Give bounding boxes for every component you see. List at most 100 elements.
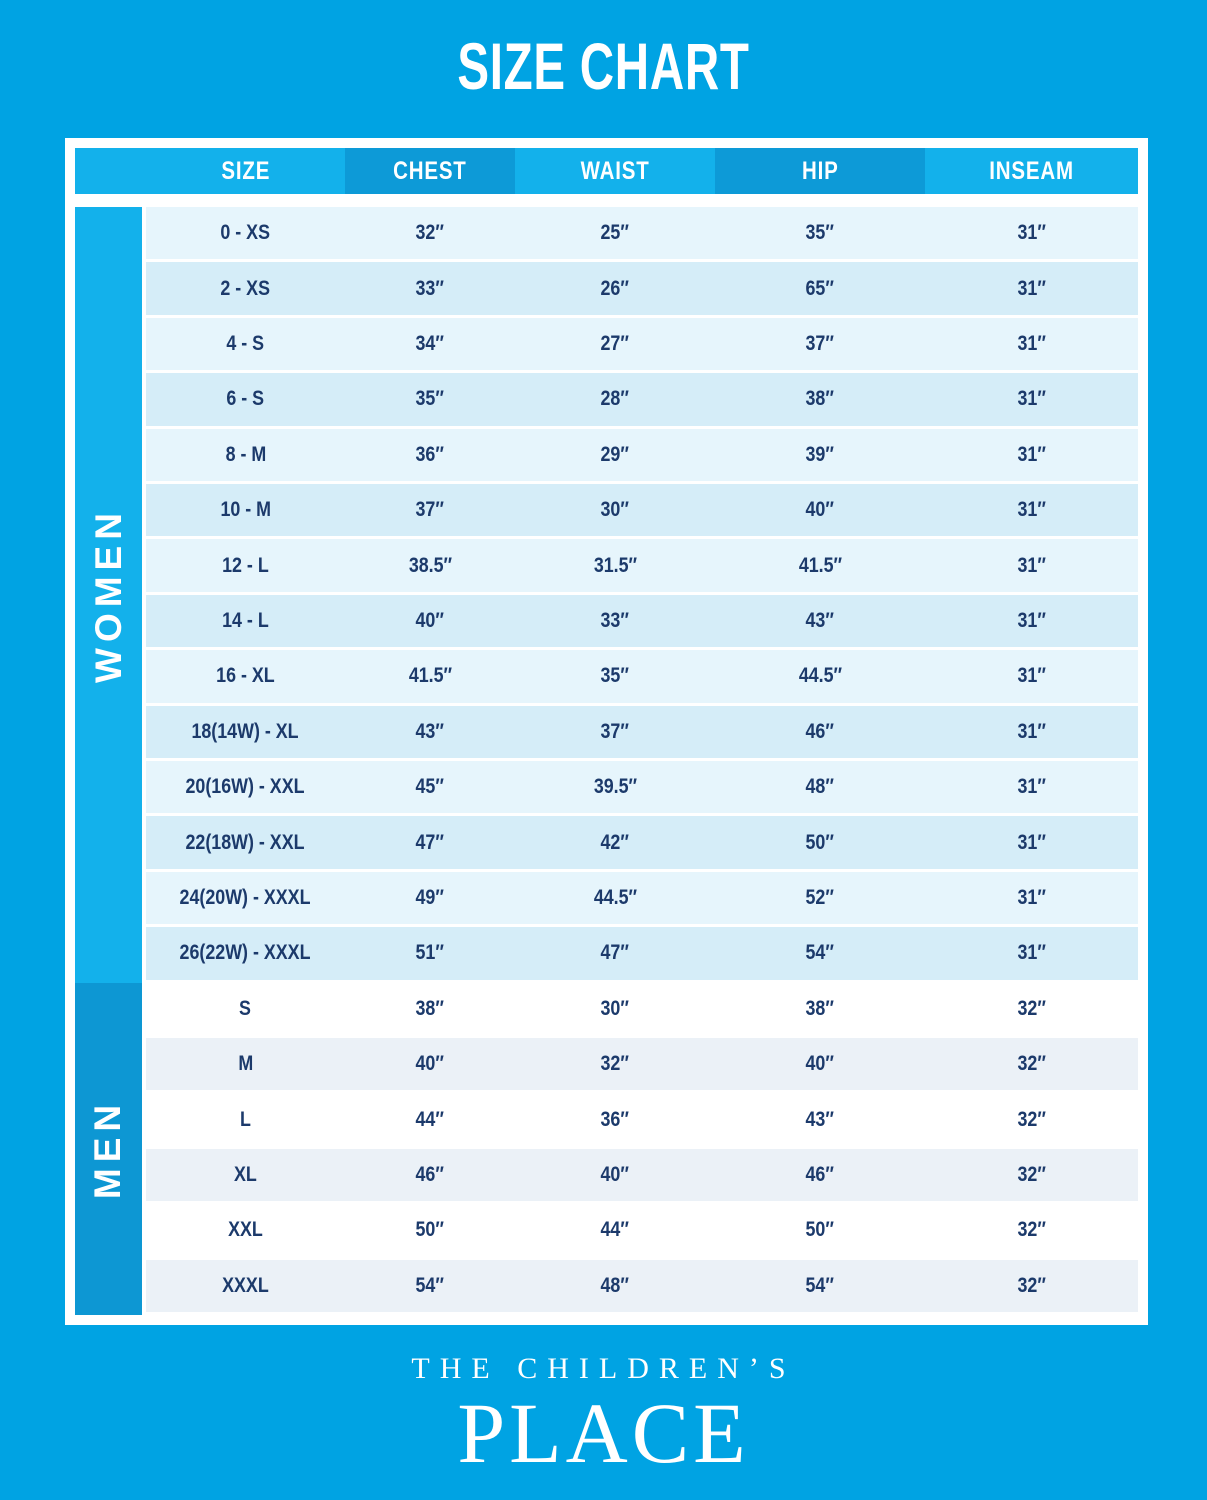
table-row: 22(18W) - XXL 47″ 42″ 50″ 31″ — [146, 816, 1138, 872]
measurement-cell: 46″ — [345, 1149, 515, 1201]
cell-value: 40″ — [805, 498, 835, 522]
cell-value: XXXL — [222, 1273, 269, 1297]
cell-value: 31″ — [1017, 775, 1046, 799]
measurement-cell: 39″ — [715, 429, 925, 481]
cell-value: 32″ — [1017, 1163, 1046, 1187]
cell-value: 52″ — [805, 886, 835, 910]
column-header-waist-label: WAIST — [580, 156, 650, 185]
column-header-inseam: INSEAM — [925, 148, 1138, 194]
measurement-cell: 38″ — [715, 983, 925, 1035]
table-row: 12 - L 38.5″ 31.5″ 41.5″ 31″ — [146, 539, 1138, 595]
column-header-hip-label: HIP — [801, 156, 839, 185]
measurement-cell: 33″ — [515, 595, 715, 647]
measurement-cell: 52″ — [715, 872, 925, 924]
men-rows: S 38″ 30″ 38″ 32″ M 40″ 32″ 40″ 32″ L 44″ 36″ 43″ 32″ X… — [146, 982, 1138, 1316]
measurement-cell: 30″ — [515, 983, 715, 1035]
measurement-cell: 49″ — [345, 872, 515, 924]
size-cell: 20(16W) - XXL — [146, 761, 345, 813]
measurement-cell: 46″ — [715, 706, 925, 758]
cell-value: 4 - S — [226, 332, 265, 356]
cell-value: 43″ — [805, 609, 835, 633]
measurement-cell: 32″ — [925, 1149, 1138, 1201]
measurement-cell: 44.5″ — [715, 650, 925, 702]
measurement-cell: 47″ — [515, 927, 715, 979]
size-cell: 8 - M — [146, 429, 345, 481]
size-cell: XXL — [146, 1204, 345, 1256]
cell-value: 46″ — [805, 1163, 835, 1187]
cell-value: M — [238, 1052, 253, 1076]
size-cell: 18(14W) - XL — [146, 706, 345, 758]
measurement-cell: 36″ — [345, 429, 515, 481]
measurement-cell: 48″ — [715, 761, 925, 813]
measurement-cell: 47″ — [345, 816, 515, 868]
cell-value: 46″ — [805, 719, 835, 743]
cell-value: 51″ — [415, 941, 445, 965]
table-row: 2 - XS 33″ 26″ 65″ 31″ — [146, 262, 1138, 318]
table-row: XXL 50″ 44″ 50″ 32″ — [146, 1204, 1138, 1260]
cell-value: 32″ — [1017, 1052, 1046, 1076]
column-header-inseam-label: INSEAM — [989, 156, 1074, 185]
cell-value: 31″ — [1017, 664, 1046, 688]
column-header-size-label: SIZE — [221, 156, 270, 185]
measurement-cell: 29″ — [515, 429, 715, 481]
measurement-cell: 44″ — [515, 1204, 715, 1256]
measurement-cell: 31″ — [925, 761, 1138, 813]
cell-value: 31″ — [1017, 609, 1046, 633]
cell-value: 31″ — [1017, 276, 1046, 300]
cell-value: 54″ — [805, 1273, 835, 1297]
cell-value: 44.5″ — [798, 664, 842, 688]
table-header-row: SIZE CHEST WAIST HIP INSEAM — [75, 148, 1138, 194]
measurement-cell: 37″ — [515, 706, 715, 758]
brand-name-line1: THE CHILDREN’S — [411, 1352, 796, 1385]
size-cell: XL — [146, 1149, 345, 1201]
cell-value: 31″ — [1017, 830, 1046, 854]
measurement-cell: 33″ — [345, 262, 515, 314]
cell-value: 42″ — [600, 830, 630, 854]
measurement-cell: 41.5″ — [715, 539, 925, 591]
cell-value: 31″ — [1017, 498, 1046, 522]
cell-value: 50″ — [805, 1218, 835, 1242]
measurement-cell: 35″ — [515, 650, 715, 702]
cell-value: 31″ — [1017, 332, 1046, 356]
cell-value: 47″ — [600, 941, 630, 965]
measurement-cell: 31″ — [925, 595, 1138, 647]
table-row: L 44″ 36″ 43″ 32″ — [146, 1093, 1138, 1149]
cell-value: 36″ — [600, 1107, 630, 1131]
measurement-cell: 42″ — [515, 816, 715, 868]
table-row: 6 - S 35″ 28″ 38″ 31″ — [146, 373, 1138, 429]
measurement-cell: 40″ — [345, 595, 515, 647]
measurement-cell: 32″ — [925, 1260, 1138, 1312]
measurement-cell: 31″ — [925, 872, 1138, 924]
cell-value: 32″ — [600, 1052, 630, 1076]
cell-value: 65″ — [805, 276, 835, 300]
cell-value: 31″ — [1017, 442, 1046, 466]
cell-value: 8 - M — [225, 442, 266, 466]
cell-value: 31.5″ — [593, 553, 637, 577]
measurement-cell: 32″ — [925, 1093, 1138, 1145]
women-sidebar: WOMEN — [75, 207, 142, 983]
cell-value: 26(22W) - XXXL — [180, 941, 311, 965]
measurement-cell: 31″ — [925, 706, 1138, 758]
cell-value: 27″ — [600, 332, 630, 356]
cell-value: 54″ — [805, 941, 835, 965]
size-chart-table: SIZE CHEST WAIST HIP INSEAM WOMEN 0 - XS… — [65, 138, 1148, 1325]
table-row: XXXL 54″ 48″ 54″ 32″ — [146, 1259, 1138, 1316]
cell-value: 40″ — [600, 1163, 630, 1187]
column-header-chest-label: CHEST — [393, 156, 467, 185]
cell-value: 38″ — [415, 996, 445, 1020]
cell-value: 35″ — [415, 387, 445, 411]
measurement-cell: 31″ — [925, 927, 1138, 979]
cell-value: 30″ — [600, 498, 630, 522]
size-cell: 14 - L — [146, 595, 345, 647]
size-cell: XXXL — [146, 1260, 345, 1312]
measurement-cell: 45″ — [345, 761, 515, 813]
cell-value: 39.5″ — [593, 775, 637, 799]
brand-name-line2: PLACE — [457, 1385, 750, 1481]
measurement-cell: 32″ — [925, 983, 1138, 1035]
measurement-cell: 51″ — [345, 927, 515, 979]
cell-value: 6 - S — [226, 387, 265, 411]
cell-value: 18(14W) - XL — [191, 719, 300, 743]
cell-value: 35″ — [600, 664, 630, 688]
table-row: S 38″ 30″ 38″ 32″ — [146, 982, 1138, 1038]
size-cell: 12 - L — [146, 539, 345, 591]
